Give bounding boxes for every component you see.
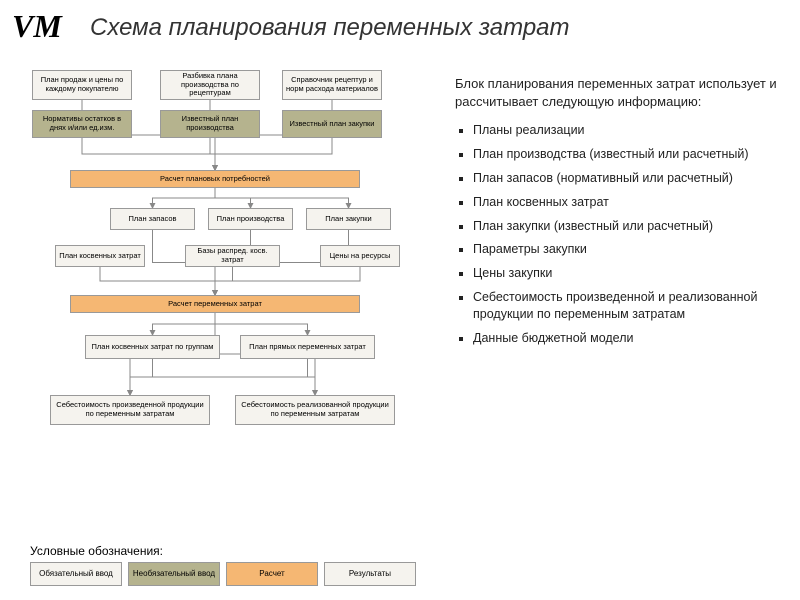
logo: VM bbox=[12, 8, 62, 45]
flowchart-node: План продаж и цены по каждому покупателю bbox=[32, 70, 132, 100]
description-list: Планы реализации План производства (извес… bbox=[455, 122, 785, 347]
legend-item: Результаты bbox=[324, 562, 416, 586]
legend-item: Расчет bbox=[226, 562, 318, 586]
description-item: Планы реализации bbox=[473, 122, 785, 139]
flowchart-node: Себестоимость произведенной продукции по… bbox=[50, 395, 210, 425]
description-item: План запасов (нормативный или расчетный) bbox=[473, 170, 785, 187]
page-title: Схема планирования переменных затрат bbox=[90, 14, 570, 42]
description-item: Себестоимость произведенной и реализован… bbox=[473, 289, 785, 323]
flowchart-node: План косвенных затрат по группам bbox=[85, 335, 220, 359]
flowchart-node: План производства bbox=[208, 208, 293, 230]
description-item: План косвенных затрат bbox=[473, 194, 785, 211]
description-item: Цены закупки bbox=[473, 265, 785, 282]
flowchart-node: Известный план закупки bbox=[282, 110, 382, 138]
flowchart-node: План закупки bbox=[306, 208, 391, 230]
flowchart-node: Расчет переменных затрат bbox=[70, 295, 360, 313]
flowchart-node: Базы распред. косв. затрат bbox=[185, 245, 280, 267]
legend-item: Обязательный ввод bbox=[30, 562, 122, 586]
legend-item: Необязательный ввод bbox=[128, 562, 220, 586]
flowchart-diagram: План продаж и цены по каждому покупателю… bbox=[30, 70, 440, 540]
flowchart-node: План запасов bbox=[110, 208, 195, 230]
flowchart-node: Известный план производства bbox=[160, 110, 260, 138]
flowchart-node: План прямых переменных затрат bbox=[240, 335, 375, 359]
description-item: Параметры закупки bbox=[473, 241, 785, 258]
flowchart-node: Расчет плановых потребностей bbox=[70, 170, 360, 188]
flowchart-node: Цены на ресурсы bbox=[320, 245, 400, 267]
legend-row: Обязательный вводНеобязательный вводРасч… bbox=[30, 562, 416, 586]
flowchart-node: Нормативы остатков в днях и/или ед.изм. bbox=[32, 110, 132, 138]
flowchart-node: Разбивка плана производства по рецептура… bbox=[160, 70, 260, 100]
description-item: Данные бюджетной модели bbox=[473, 330, 785, 347]
flowchart-node: Справочник рецептур и норм расхода матер… bbox=[282, 70, 382, 100]
flowchart-node: Себестоимость реализованной продукции по… bbox=[235, 395, 395, 425]
legend-title: Условные обозначения: bbox=[30, 544, 163, 558]
flowchart-node: План косвенных затрат bbox=[55, 245, 145, 267]
description-panel: Блок планирования переменных затрат испо… bbox=[455, 75, 785, 354]
description-intro: Блок планирования переменных затрат испо… bbox=[455, 75, 785, 110]
description-item: План закупки (известный или расчетный) bbox=[473, 218, 785, 235]
description-item: План производства (известный или расчетн… bbox=[473, 146, 785, 163]
